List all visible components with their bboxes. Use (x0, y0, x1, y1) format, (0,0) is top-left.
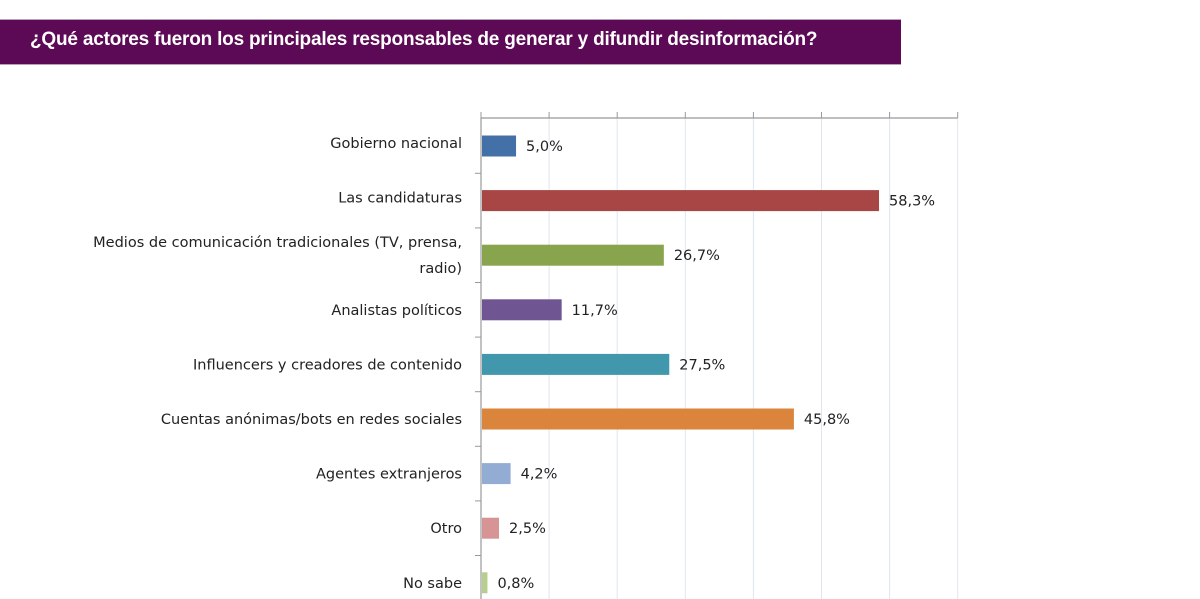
value-label: 45,8% (804, 412, 850, 428)
value-label: 27,5% (679, 357, 725, 373)
bar (482, 135, 517, 157)
category-label: Otro (430, 521, 462, 537)
bar (482, 299, 562, 321)
bar (482, 408, 794, 430)
bar (482, 190, 880, 212)
category-label: Agentes extranjeros (316, 467, 462, 483)
value-label: 5,0% (526, 139, 563, 155)
chart-title: ¿Qué actores fueron los principales resp… (30, 29, 818, 50)
category-labels: Gobierno nacional Las candidaturas Medios … (93, 136, 462, 592)
category-label: Influencers y creadores de contenido (193, 357, 462, 373)
value-label: 0,8% (497, 576, 534, 592)
category-label: Cuentas anónimas/bots en redes sociales (161, 412, 462, 428)
category-label: Las candidaturas (338, 191, 462, 207)
category-label: No sabe (403, 576, 462, 592)
value-label: 2,5% (509, 521, 546, 537)
bar (482, 353, 670, 375)
bar (482, 463, 511, 485)
value-label: 11,7% (572, 303, 618, 319)
axes (475, 112, 959, 599)
bar (482, 517, 500, 539)
value-label: 58,3% (889, 194, 935, 210)
category-label: Medios de comunicación tradicionales (TV… (93, 235, 462, 277)
bar (482, 244, 664, 266)
value-label: 4,2% (521, 467, 558, 483)
value-label: 26,7% (674, 248, 720, 264)
category-label: Analistas políticos (331, 303, 462, 319)
bars (482, 135, 880, 594)
value-labels: 5,0% 58,3% 26,7% 11,7% 27,5% 45,8% 4,2% 2,5% 0,8… (497, 139, 935, 592)
category-label: Gobierno nacional (330, 136, 462, 152)
title-banner: ¿Qué actores fueron los principales resp… (0, 19, 901, 65)
bar (482, 572, 488, 594)
